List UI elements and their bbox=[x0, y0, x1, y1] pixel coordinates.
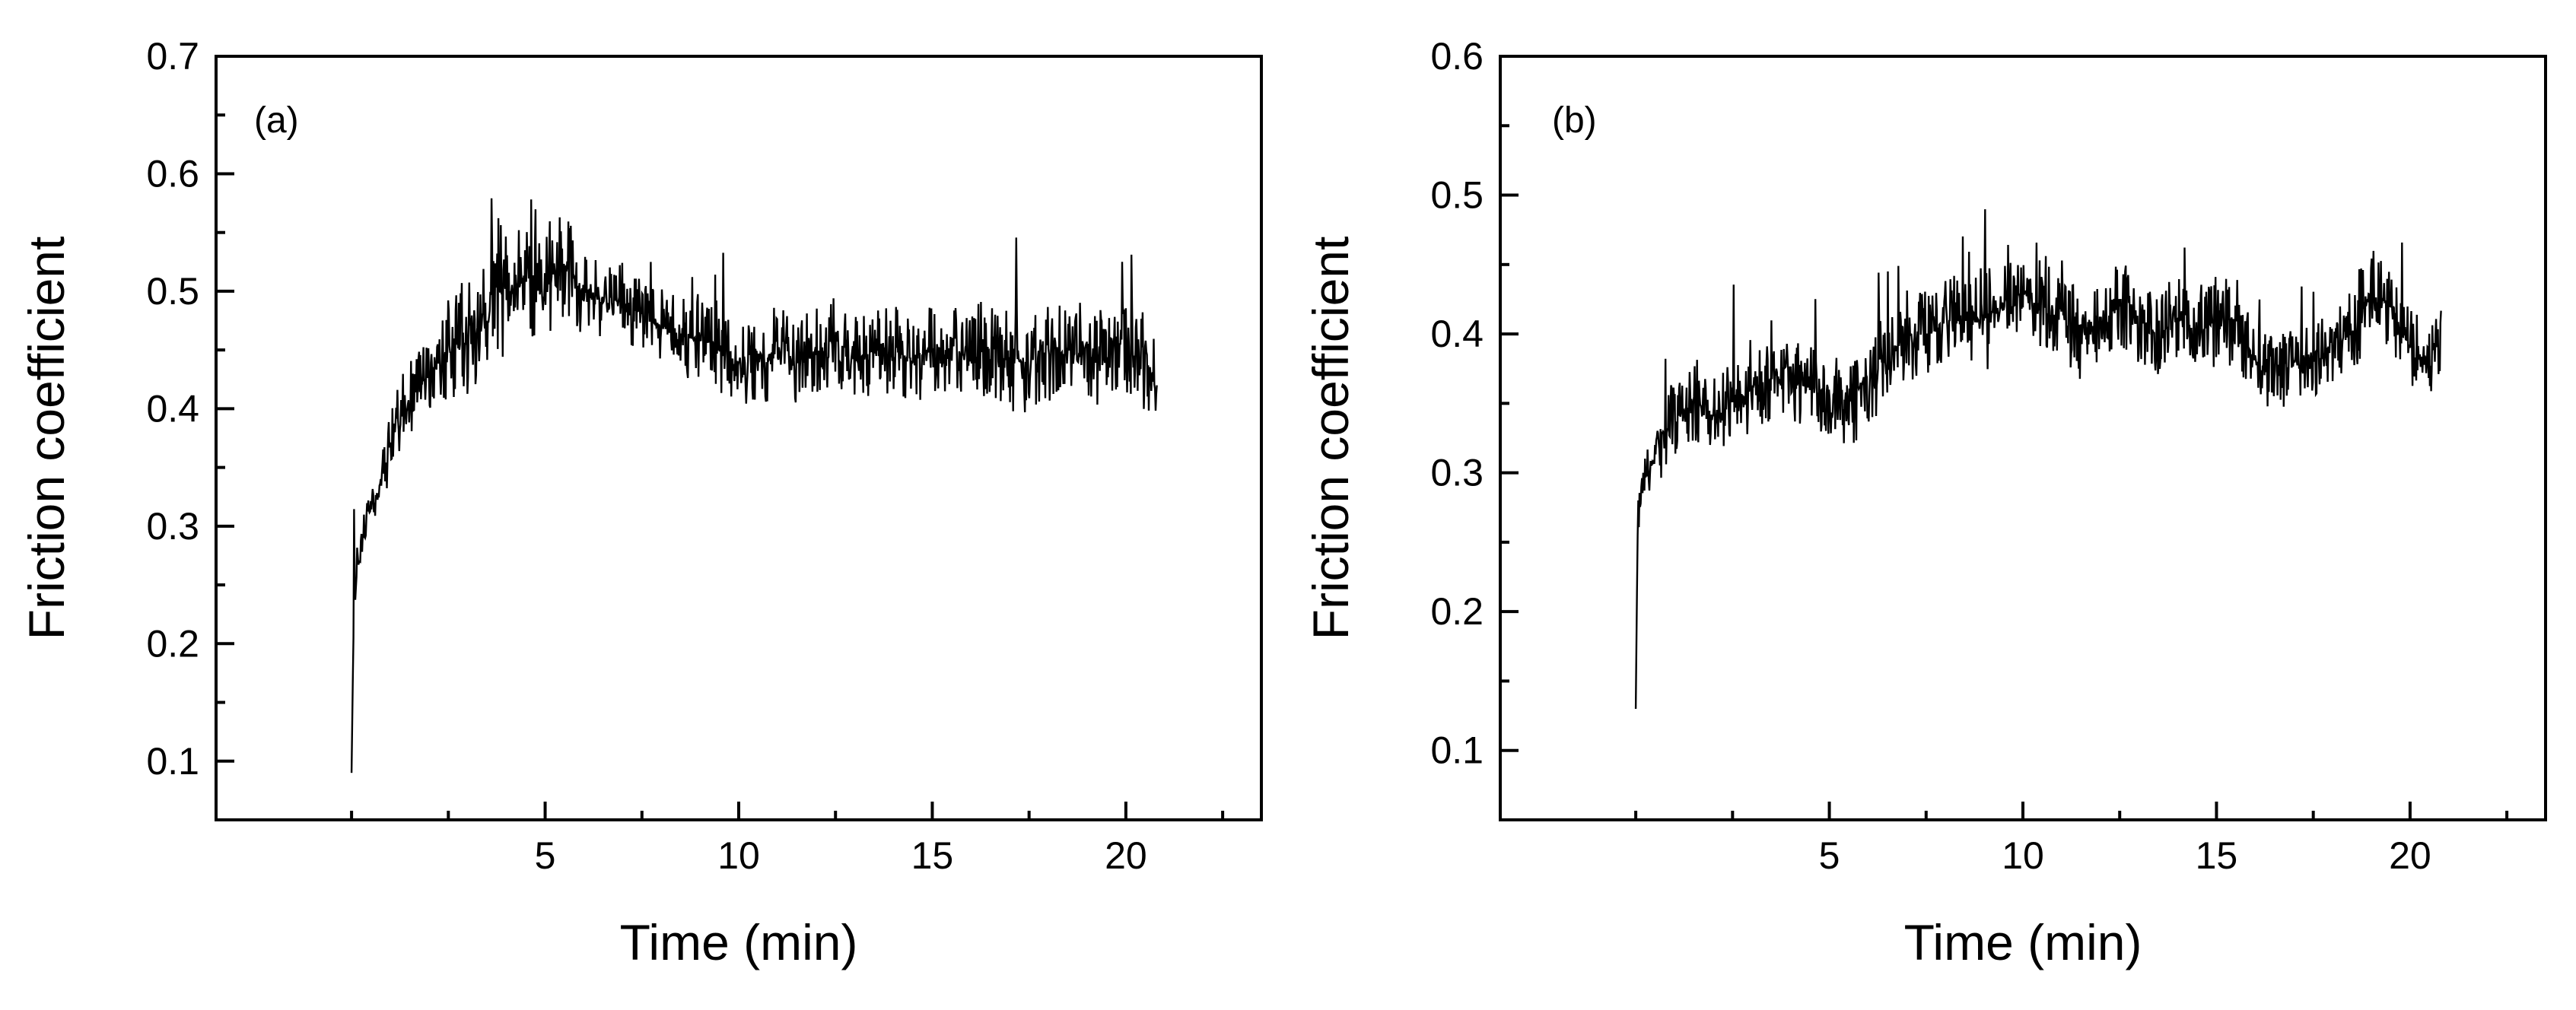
x-axis-title-a: Time (min) bbox=[620, 914, 858, 970]
panel-b: (b) 0.1 0.2 0.3 0.4 0.5 0.6 5 10 15 20 Time (min… bbox=[1302, 35, 2547, 970]
x-ticks-b: 5 10 15 20 bbox=[1634, 802, 2509, 877]
y-ticks-a: 0.1 0.2 0.3 0.4 0.5 0.6 0.7 bbox=[146, 35, 234, 783]
y-tick-label-b: 0.5 bbox=[1430, 174, 1484, 217]
panel-label-b: (b) bbox=[1552, 100, 1597, 141]
y-tick-label-a: 0.2 bbox=[146, 622, 199, 665]
x-tick-label-b: 5 bbox=[1819, 834, 1840, 877]
y-tick-label-a: 0.1 bbox=[146, 740, 199, 783]
x-tick-label-a: 10 bbox=[717, 834, 760, 877]
x-axis-title-b: Time (min) bbox=[1904, 914, 2142, 970]
y-axis-title-b: Friction coefficient bbox=[1302, 237, 1359, 640]
x-ticks-a: 5 10 15 20 bbox=[350, 802, 1225, 877]
x-tick-label-b: 10 bbox=[2002, 834, 2044, 877]
series-line-a bbox=[350, 198, 1158, 773]
x-tick-label-a: 5 bbox=[535, 834, 556, 877]
y-tick-label-a: 0.3 bbox=[146, 505, 199, 548]
y-tick-label-b: 0.3 bbox=[1430, 452, 1484, 494]
y-ticks-b: 0.1 0.2 0.3 0.4 0.5 0.6 bbox=[1430, 35, 1519, 772]
series-line-b bbox=[1634, 209, 2442, 710]
x-tick-label-b: 20 bbox=[2389, 834, 2431, 877]
y-tick-label-b: 0.2 bbox=[1430, 590, 1484, 633]
panel-label-a: (a) bbox=[254, 100, 299, 141]
y-tick-label-b: 0.1 bbox=[1430, 729, 1484, 772]
y-tick-label-a: 0.7 bbox=[146, 35, 199, 78]
y-axis-title-a: Friction coefficient bbox=[18, 237, 75, 640]
y-tick-label-a: 0.4 bbox=[146, 387, 199, 430]
x-tick-label-a: 20 bbox=[1105, 834, 1147, 877]
y-tick-label-b: 0.4 bbox=[1430, 313, 1484, 355]
panel-a: (a) 0.1 0.2 0.3 0.4 0.5 0.6 0.7 5 10 15 20 Time (… bbox=[18, 35, 1263, 970]
x-tick-label-b: 15 bbox=[2196, 834, 2238, 877]
y-tick-label-b: 0.6 bbox=[1430, 35, 1484, 78]
y-tick-label-a: 0.6 bbox=[146, 152, 199, 195]
x-tick-label-a: 15 bbox=[911, 834, 954, 877]
y-tick-label-a: 0.5 bbox=[146, 270, 199, 313]
axes-frame-a bbox=[215, 55, 1263, 821]
